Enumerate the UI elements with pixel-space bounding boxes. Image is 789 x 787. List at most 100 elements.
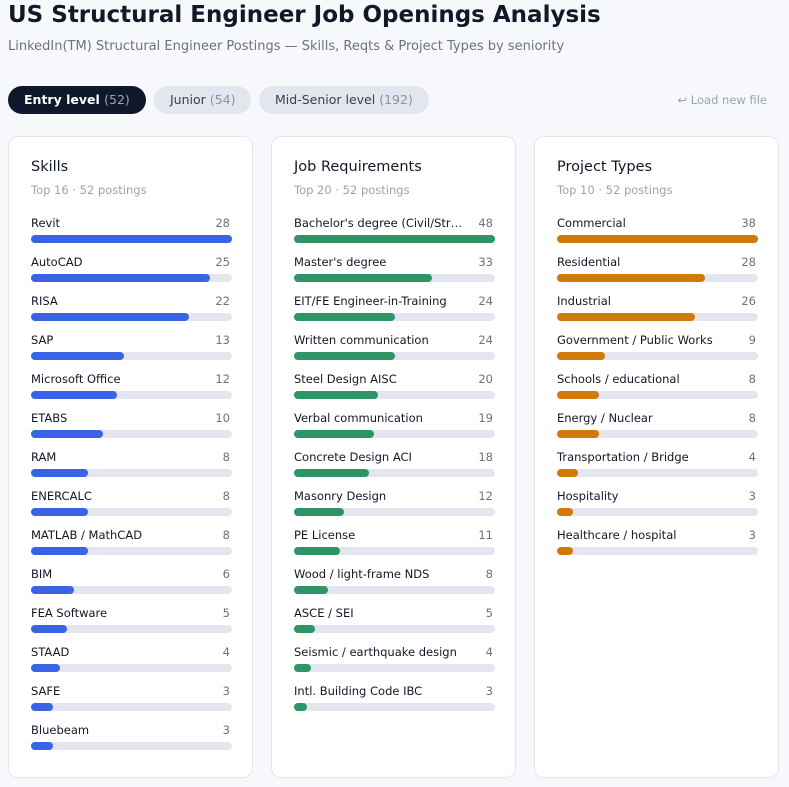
item-label: ETABS [31, 411, 68, 425]
bar-track [31, 625, 232, 633]
item-value: 8 [748, 411, 756, 425]
panel-subtitle: Top 20 · 52 postings [294, 183, 410, 197]
tab-count: (52) [104, 92, 130, 107]
bar-track [31, 664, 232, 672]
seniority-tab[interactable]: Junior (54) [154, 86, 252, 114]
item-label: Industrial [557, 294, 611, 308]
panel-title: Skills [31, 159, 69, 175]
item-value: 22 [215, 294, 230, 308]
item-label: Government / Public Works [557, 333, 713, 347]
bar-track [557, 235, 758, 243]
bar-track [31, 547, 232, 555]
tab-count: (192) [379, 92, 413, 107]
panel-title: Project Types [557, 159, 653, 175]
item-value: 8 [222, 528, 230, 542]
seniority-tab[interactable]: Mid-Senior level (192) [259, 86, 429, 114]
item-label: BIM [31, 567, 53, 581]
item-value: 28 [215, 216, 230, 230]
item-label: Microsoft Office [31, 372, 121, 386]
item-label: EIT/FE Engineer-in-Training [294, 294, 447, 308]
load-button[interactable]: ↩ Load new file [677, 93, 767, 107]
item-label: Wood / light-frame NDS [294, 567, 430, 581]
item-value: 25 [215, 255, 230, 269]
bar [294, 235, 495, 243]
bar [31, 313, 189, 321]
bar-track [31, 274, 232, 282]
bar-track [557, 430, 758, 438]
bar [31, 547, 89, 555]
bar-track [557, 274, 758, 282]
bar [557, 313, 695, 321]
bar-track [557, 547, 758, 555]
bar [31, 235, 232, 243]
item-value: 8 [748, 372, 756, 386]
item-label: Schools / educational [557, 372, 680, 386]
bar [294, 274, 433, 282]
panel-card: Job Requirements Top 20 · 52 postings Bach… [271, 136, 516, 778]
item-label: Masonry Design [294, 489, 387, 503]
item-value: 19 [478, 411, 493, 425]
bar [557, 235, 758, 243]
bar [31, 391, 118, 399]
item-label: Bluebeam [31, 723, 90, 737]
item-value: 12 [215, 372, 230, 386]
bar-track [31, 313, 232, 321]
page-title: US Structural Engineer Job Openings Anal… [8, 2, 601, 28]
item-value: 6 [222, 567, 230, 581]
item-value: 3 [748, 528, 756, 542]
tab-label: Entry level [24, 92, 100, 107]
item-value: 4 [748, 450, 756, 464]
bar-track [294, 703, 495, 711]
bar [557, 274, 706, 282]
item-value: 24 [478, 333, 493, 347]
bar-track [294, 430, 495, 438]
bar [294, 469, 370, 477]
item-value: 18 [478, 450, 493, 464]
item-label: SAFE [31, 684, 61, 698]
item-value: 3 [222, 684, 230, 698]
bar-track [294, 235, 495, 243]
item-label: RISA [31, 294, 58, 308]
panel-card: Project Types Top 10 · 52 postings Commerc… [534, 136, 779, 778]
bar-track [557, 391, 758, 399]
bar [31, 625, 67, 633]
item-value: 3 [222, 723, 230, 737]
bar-track [31, 235, 232, 243]
bar-track [294, 625, 495, 633]
bar-track [294, 586, 495, 594]
bar-track [31, 430, 232, 438]
bar [294, 352, 395, 360]
item-label: FEA Software [31, 606, 108, 620]
item-label: Bachelor's degree (Civil/Str… [294, 216, 463, 230]
bar [31, 274, 211, 282]
item-value: 4 [485, 645, 493, 659]
item-label: Steel Design AISC [294, 372, 397, 386]
item-value: 38 [741, 216, 756, 230]
bar-track [294, 469, 495, 477]
item-value: 8 [222, 489, 230, 503]
panel-subtitle: Top 16 · 52 postings [31, 183, 147, 197]
item-label: Verbal communication [294, 411, 423, 425]
bar-track [294, 664, 495, 672]
item-label: Written communication [294, 333, 429, 347]
bar-track [294, 274, 495, 282]
bar [294, 430, 374, 438]
bar [31, 508, 89, 516]
bar-track [31, 586, 232, 594]
item-label: ENERCALC [31, 489, 92, 503]
seniority-tab[interactable]: Entry level (52) [8, 86, 146, 114]
tab-label: Junior [170, 92, 206, 107]
bar-track [557, 352, 758, 360]
bar [31, 664, 60, 672]
item-label: PE License [294, 528, 356, 542]
bar-track [31, 469, 232, 477]
item-value: 4 [222, 645, 230, 659]
bar [31, 742, 53, 750]
item-value: 3 [748, 489, 756, 503]
item-label: Residential [557, 255, 621, 269]
bar [31, 586, 75, 594]
bar [294, 313, 395, 321]
item-value: 5 [222, 606, 230, 620]
bar [31, 703, 53, 711]
